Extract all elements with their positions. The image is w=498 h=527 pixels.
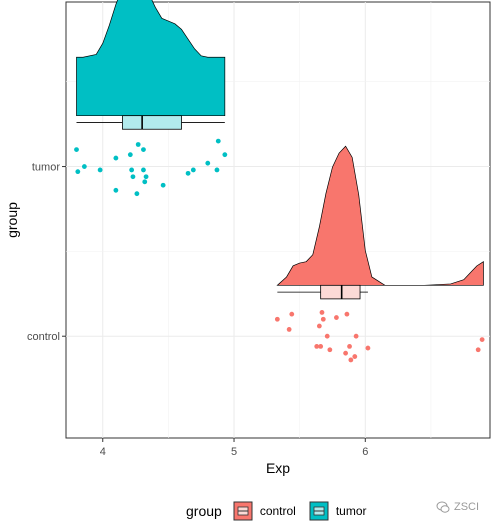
data-point-control: [343, 350, 349, 356]
legend-label-control: control: [259, 504, 296, 518]
data-point-tumor: [134, 191, 140, 197]
data-point-tumor: [160, 182, 166, 188]
watermark-text: ZSCI: [454, 501, 480, 513]
box-control: [320, 284, 361, 300]
data-point-tumor: [205, 160, 211, 166]
y-axis-title: group: [4, 202, 20, 238]
data-point-tumor: [129, 167, 135, 173]
wechat-icon: [436, 500, 450, 514]
data-point-tumor: [222, 152, 228, 158]
data-point-control: [327, 347, 333, 353]
series-control: [274, 145, 485, 363]
data-point-tumor: [113, 187, 119, 193]
data-point-tumor: [190, 167, 196, 173]
data-point-control: [348, 357, 354, 363]
data-point-control: [319, 310, 325, 315]
data-point-tumor: [141, 167, 146, 173]
data-point-tumor: [143, 174, 149, 180]
x-tick-label: 5: [231, 446, 237, 458]
legend-key-control: [232, 500, 254, 522]
data-point-control: [352, 354, 358, 359]
watermark: ZSCI: [436, 500, 479, 514]
data-point-tumor: [142, 179, 148, 185]
data-point-control: [475, 347, 481, 353]
data-point-control: [334, 315, 339, 320]
data-point-tumor: [74, 147, 79, 152]
series-tumor: [74, 0, 228, 197]
axes: 4 5 6 control tumor: [27, 162, 368, 458]
density-cloud-tumor: [76, 0, 226, 117]
data-point-control: [318, 343, 324, 349]
density-cloud-control: [276, 145, 484, 286]
y-tick-label: tumor: [32, 162, 60, 174]
data-point-control: [365, 345, 371, 351]
legend-title: group: [186, 503, 222, 519]
data-point-tumor: [135, 142, 141, 147]
legend: group control tumor: [186, 498, 379, 524]
data-point-tumor: [185, 170, 191, 176]
data-point-tumor: [130, 174, 136, 180]
legend-label-tumor: tumor: [335, 504, 367, 518]
data-point-control: [316, 323, 322, 329]
data-point-control: [314, 343, 320, 349]
data-point-control: [347, 343, 352, 349]
grid-lines: [66, 2, 490, 438]
x-tick-label: 6: [362, 446, 368, 458]
data-point-tumor: [113, 155, 119, 161]
data-point-control: [274, 316, 280, 322]
data-point-control: [324, 333, 330, 339]
x-axis-title: Exp: [266, 460, 290, 476]
chart-marks: [74, 0, 485, 363]
data-point-tumor: [75, 169, 81, 175]
data-point-control: [286, 327, 292, 332]
data-point-control: [320, 316, 326, 322]
data-point-tumor: [214, 167, 220, 173]
data-point-tumor: [215, 138, 221, 144]
data-point-tumor: [141, 147, 146, 152]
y-tick-label: control: [27, 331, 60, 343]
data-point-control: [344, 311, 350, 317]
data-point-tumor: [81, 164, 87, 169]
data-point-control: [289, 311, 295, 317]
data-point-tumor: [97, 167, 103, 173]
x-tick-label: 4: [100, 446, 106, 458]
box-tumor: [122, 115, 182, 130]
data-point-control: [353, 333, 359, 339]
legend-key-tumor: [308, 500, 330, 522]
data-point-control: [479, 337, 485, 343]
data-point-tumor: [127, 152, 133, 158]
